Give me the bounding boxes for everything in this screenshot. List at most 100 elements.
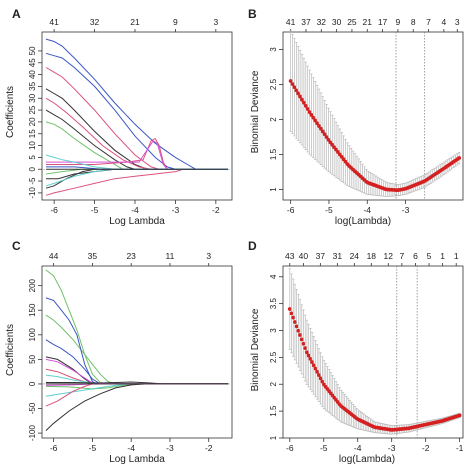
cv-point	[289, 311, 294, 316]
panel-c-plot: -6 -5 -4 -3 -2 -100 -50 0 50 100 150 200 44 35 23 11 3	[28, 251, 233, 453]
top-tick-label: 9	[173, 17, 178, 27]
cv-point	[315, 369, 320, 374]
top-tick-label: 25	[347, 17, 357, 27]
cv-point	[300, 97, 304, 102]
y-tick-label: 3	[269, 47, 278, 52]
x-tick-label: -2	[212, 205, 220, 215]
y-tick-label: 25	[28, 105, 37, 114]
coef-path-2	[45, 297, 229, 385]
cv-point	[294, 324, 299, 329]
top-tick-label: 24	[350, 251, 360, 261]
x-tick-label: -5	[91, 205, 99, 215]
x-tick-label: -3	[166, 443, 174, 453]
y-tick-label: -10	[28, 187, 37, 199]
x-tick-label: -4	[363, 205, 371, 215]
y-tick-label: 1	[269, 435, 278, 440]
coef-path-1	[45, 52, 228, 170]
panel-d-plot: -6 -5 -4 -3 -2 -1 1 1.5 2 2.5 3 3.5 4 43 40 37 31 24 18 12 7…	[269, 251, 464, 453]
cv-point	[298, 94, 303, 99]
top-tick-label: 5	[427, 251, 432, 261]
top-tick-label: 32	[90, 17, 100, 27]
panel-letter-b: B	[248, 7, 257, 21]
y-tick-label: 1	[269, 187, 278, 192]
panel-b-ylabel: Binomial Deviance	[250, 70, 261, 153]
x-tick-label: -5	[89, 443, 97, 453]
cv-point	[324, 135, 329, 140]
x-tick-label: -4	[127, 443, 135, 453]
coef-path-7	[46, 137, 228, 170]
cv-point	[303, 346, 308, 350]
top-tick-label: 11	[166, 251, 175, 261]
x-tick-label: -3	[172, 205, 180, 215]
panel-letter-c: C	[12, 239, 21, 253]
plot-frame	[41, 265, 233, 439]
y-tick-label: 30	[28, 93, 37, 102]
coef-path-1	[45, 314, 229, 385]
panel-letter-a: A	[12, 7, 21, 21]
top-tick-label: 18	[367, 251, 377, 261]
cv-point	[301, 341, 306, 346]
x-tick-label: -5	[320, 443, 328, 453]
x-tick-label: -4	[354, 443, 362, 453]
y-tick-label: 45	[28, 58, 37, 67]
top-tick-label: 7	[426, 17, 431, 27]
top-tick-label: 35	[88, 251, 98, 261]
top-tick-label: 40	[299, 251, 309, 261]
cv-point	[313, 118, 318, 123]
cv-point	[290, 82, 295, 87]
panel-a-xlabel: Log Lambda	[109, 216, 165, 227]
cv-point	[296, 91, 301, 96]
coef-path-6	[45, 368, 229, 385]
y-tick-label: 3.5	[269, 298, 278, 310]
top-tick-label: 17	[378, 17, 388, 27]
y-tick-label: 100	[28, 328, 37, 342]
top-tick-label: 23	[126, 251, 136, 261]
y-tick-label: 1.5	[269, 148, 278, 160]
top-tick-label: 30	[332, 17, 342, 27]
cv-point	[317, 373, 321, 378]
x-tick-label: -3	[388, 443, 396, 453]
coef-path-4	[45, 97, 228, 170]
coef-path-14	[45, 168, 228, 187]
top-tick-label: 8	[411, 17, 416, 27]
plot-frame	[41, 31, 233, 201]
cv-point	[294, 88, 299, 93]
y-tick-label: 150	[28, 303, 37, 317]
cv-point	[306, 353, 311, 358]
cv-point	[457, 413, 462, 418]
y-tick-label: 3	[269, 328, 278, 333]
x-tick-label: -6	[286, 443, 294, 453]
panel-d-ylabel: Binomial Deviance	[250, 308, 261, 391]
cv-point	[317, 124, 321, 128]
cv-point	[299, 337, 304, 342]
panel-c-xlabel: Log Lambda	[109, 454, 165, 465]
top-tick-label: 4	[441, 17, 446, 27]
y-tick-label: 2	[269, 117, 278, 122]
y-tick-label: 15	[28, 129, 37, 138]
top-tick-label: 1	[454, 251, 459, 261]
panel-letter-d: D	[248, 239, 257, 253]
cv-point	[305, 350, 309, 355]
top-tick-label: 31	[333, 251, 343, 261]
cv-point	[313, 366, 318, 371]
x-tick-label: -6	[50, 205, 58, 215]
y-tick-label: 35	[28, 81, 37, 90]
coef-path-12	[45, 168, 228, 189]
x-tick-label: -6	[287, 205, 295, 215]
cv-point	[311, 115, 316, 120]
coef-path-5	[45, 109, 228, 170]
coef-path-6	[45, 121, 228, 170]
coef-path-2	[45, 67, 228, 170]
cv-point	[292, 85, 297, 90]
y-tick-label: 2.5	[269, 78, 278, 90]
panel-d-xlabel: log(Lambda)	[339, 454, 395, 465]
coef-path-3	[45, 88, 228, 170]
plot-frame	[282, 265, 464, 439]
cv-point	[302, 100, 306, 105]
cv-point	[315, 121, 320, 126]
top-tick-label: 43	[285, 251, 295, 261]
top-tick-label: 1	[440, 251, 445, 261]
top-tick-label: 21	[130, 17, 140, 27]
